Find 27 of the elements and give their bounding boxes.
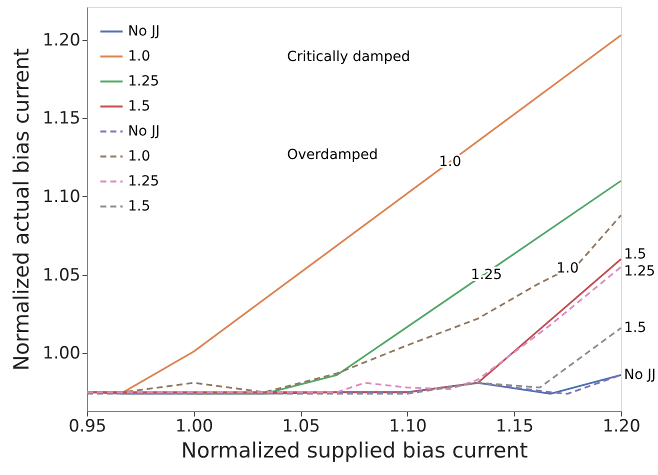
annotation: 1.5 (624, 246, 646, 263)
annotation: No JJ (624, 366, 656, 383)
x-tick-label: 1.05 (282, 416, 320, 436)
x-axis-title: Normalized supplied bias current (181, 438, 528, 462)
annotation: Critically damped (287, 49, 410, 65)
legend-label: 1.25 (128, 174, 160, 190)
legend-label: 1.5 (128, 198, 150, 214)
legend-label: 1.5 (128, 98, 150, 114)
legend-label: No JJ (128, 24, 160, 40)
y-tick-label: 1.15 (42, 108, 80, 129)
legend-label: 1.0 (128, 148, 150, 164)
x-tick-label: 1.10 (388, 416, 427, 436)
x-tick-label: 1.00 (175, 416, 214, 436)
y-tick-label: 1.10 (42, 186, 80, 207)
y-axis-title: Normalized actual bias current (10, 48, 34, 371)
annotation: 1.25 (624, 264, 656, 280)
x-tick-label: 1.15 (496, 416, 534, 436)
y-tick-label: 1.20 (42, 30, 80, 50)
legend-label: No JJ (128, 124, 160, 140)
x-tick-label: 1.20 (602, 416, 640, 436)
annotation: 1.5 (624, 320, 646, 336)
legend-label: 1.25 (128, 74, 160, 90)
y-tick-label: 1.05 (42, 265, 80, 286)
y-tick-label: 1.00 (42, 344, 80, 364)
annotation: Overdamped (287, 147, 378, 163)
legend-label: 1.0 (128, 48, 150, 64)
x-tick-label: 0.95 (68, 416, 106, 436)
